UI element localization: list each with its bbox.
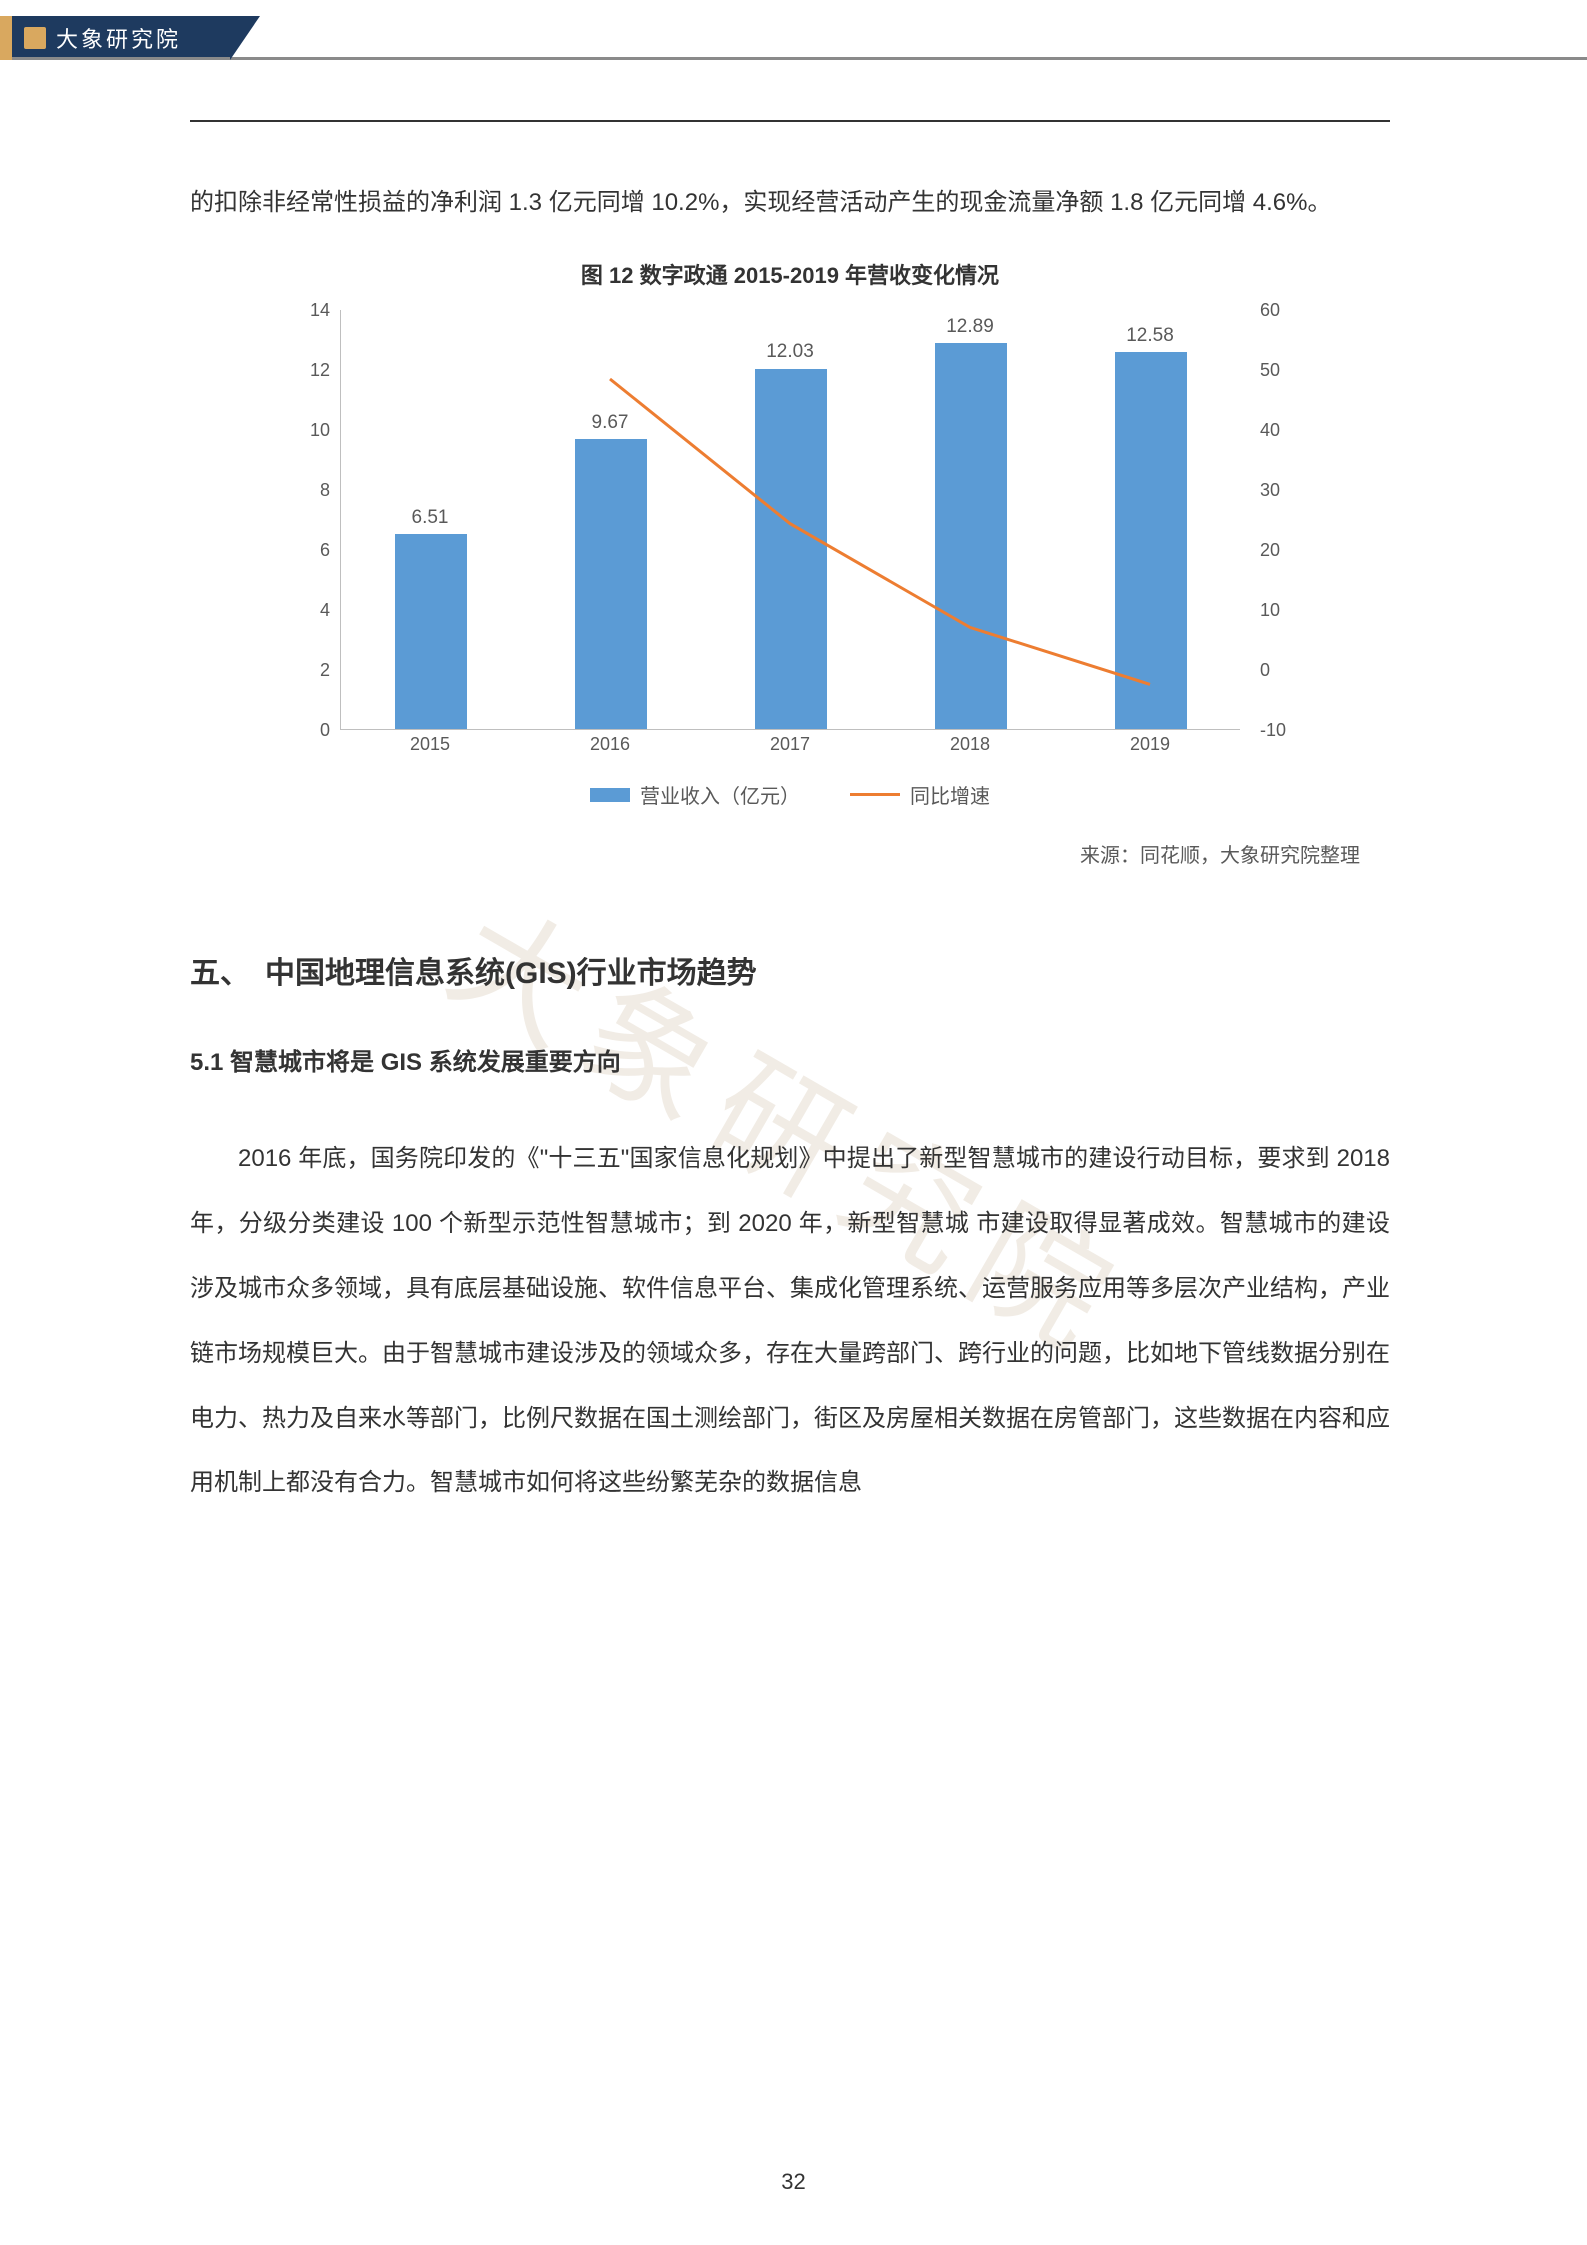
y-right-tick: 10 bbox=[1260, 600, 1300, 621]
x-tick: 2015 bbox=[380, 734, 480, 755]
chart-legend: 营业收入（亿元） 同比增速 bbox=[190, 780, 1390, 809]
y-right-tick: 30 bbox=[1260, 480, 1300, 501]
y-left-tick: 12 bbox=[290, 360, 330, 381]
x-tick: 2018 bbox=[920, 734, 1020, 755]
bar-value-label: 6.51 bbox=[380, 507, 480, 529]
header-gold-stripe bbox=[0, 16, 12, 60]
y-left-tick: 0 bbox=[290, 720, 330, 741]
body-paragraph: 2016 年底，国务院印发的《"十三五"国家信息化规划》中提出了新型智慧城市的建… bbox=[190, 1127, 1390, 1516]
y-right-tick: 0 bbox=[1260, 660, 1300, 681]
content-divider bbox=[190, 120, 1390, 122]
y-right-tick: 20 bbox=[1260, 540, 1300, 561]
bar-value-label: 12.03 bbox=[740, 341, 840, 363]
legend-line-label: 同比增速 bbox=[910, 780, 990, 809]
header-bar: 大象研究院 bbox=[0, 16, 1587, 60]
bar bbox=[1115, 352, 1187, 729]
x-tick: 2016 bbox=[560, 734, 660, 755]
subsection-heading: 5.1 智慧城市将是 GIS 系统发展重要方向 bbox=[190, 1042, 1390, 1077]
bar-value-label: 12.58 bbox=[1100, 325, 1200, 347]
bar-value-label: 9.67 bbox=[560, 412, 660, 434]
section-heading: 五、 中国地理信息系统(GIS)行业市场趋势 bbox=[190, 948, 1390, 992]
legend-line-swatch bbox=[850, 793, 900, 796]
chart-source: 来源：同花顺，大象研究院整理 bbox=[190, 839, 1360, 868]
intro-paragraph: 的扣除非经常性损益的净利润 1.3 亿元同增 10.2%，实现经营活动产生的现金… bbox=[190, 172, 1390, 234]
bar-value-label: 12.89 bbox=[920, 316, 1020, 338]
y-right-tick: 40 bbox=[1260, 420, 1300, 441]
y-left-tick: 2 bbox=[290, 660, 330, 681]
y-right-tick: -10 bbox=[1260, 720, 1300, 741]
brand-name: 大象研究院 bbox=[56, 22, 181, 54]
y-left-tick: 8 bbox=[290, 480, 330, 501]
legend-item-line: 同比增速 bbox=[850, 780, 990, 809]
legend-item-bar: 营业收入（亿元） bbox=[590, 780, 800, 809]
y-left-tick: 10 bbox=[290, 420, 330, 441]
revenue-chart: 0 2 4 6 8 10 12 14 -10 0 10 20 30 40 50 60 2015 2016 201… bbox=[270, 300, 1310, 770]
page-content: 的扣除非经常性损益的净利润 1.3 亿元同增 10.2%，实现经营活动产生的现金… bbox=[190, 120, 1390, 1516]
brand-badge: 大象研究院 bbox=[0, 16, 1587, 60]
bar bbox=[755, 369, 827, 730]
y-left-tick: 6 bbox=[290, 540, 330, 561]
bar bbox=[935, 343, 1007, 730]
bar bbox=[395, 534, 467, 729]
y-right-tick: 60 bbox=[1260, 300, 1300, 321]
y-left-tick: 14 bbox=[290, 300, 330, 321]
legend-bar-label: 营业收入（亿元） bbox=[640, 780, 800, 809]
y-right-tick: 50 bbox=[1260, 360, 1300, 381]
legend-bar-swatch bbox=[590, 788, 630, 802]
page-number: 32 bbox=[0, 2169, 1587, 2195]
bar bbox=[575, 439, 647, 729]
y-left-tick: 4 bbox=[290, 600, 330, 621]
x-tick: 2017 bbox=[740, 734, 840, 755]
x-tick: 2019 bbox=[1100, 734, 1200, 755]
chart-title: 图 12 数字政通 2015-2019 年营收变化情况 bbox=[190, 258, 1390, 290]
